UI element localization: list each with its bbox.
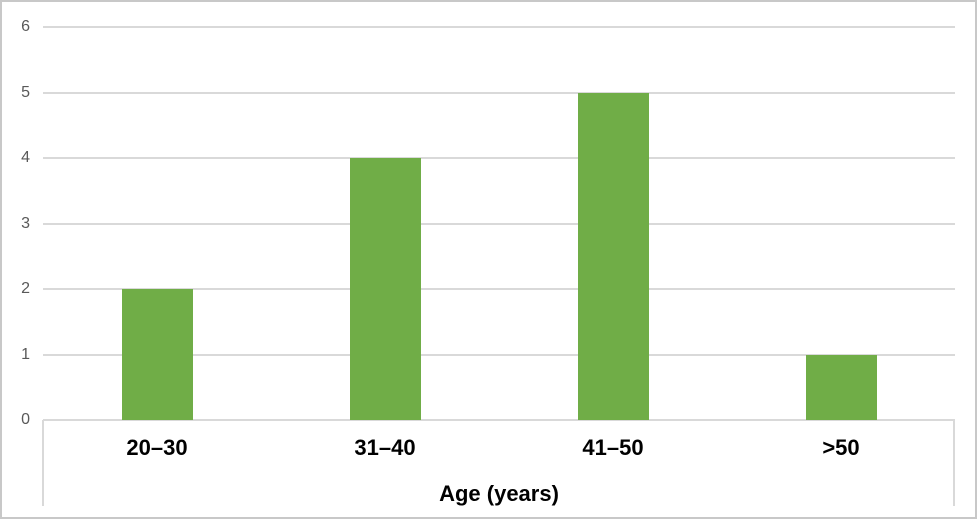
gridline <box>43 26 955 28</box>
x-category-label: 41–50 <box>582 435 644 460</box>
y-tick-label: 3 <box>21 214 30 232</box>
y-tick-label: 6 <box>21 18 30 35</box>
gridline <box>43 353 955 356</box>
y-tick-label: 0 <box>21 411 30 428</box>
x-category-label: >50 <box>822 435 860 460</box>
x-category-label: 20–30 <box>126 435 188 460</box>
gridline <box>43 157 955 159</box>
gridline <box>43 222 955 225</box>
bar <box>577 92 649 420</box>
gridline <box>43 91 955 94</box>
y-tick-label: 2 <box>21 280 30 297</box>
gridline <box>43 288 955 290</box>
plot-area <box>43 26 955 421</box>
axis-left-end-line <box>42 420 44 506</box>
y-tick-label: 5 <box>21 83 30 101</box>
bar <box>805 354 877 420</box>
axis-right-end-line <box>953 420 955 506</box>
x-category-label: 31–40 <box>354 435 416 460</box>
x-axis-title: Age (years) <box>439 481 559 506</box>
y-tick-label: 1 <box>21 345 30 363</box>
bar <box>121 289 193 420</box>
bar <box>349 158 421 420</box>
y-tick-label: 4 <box>21 149 30 166</box>
gridline <box>43 419 955 421</box>
